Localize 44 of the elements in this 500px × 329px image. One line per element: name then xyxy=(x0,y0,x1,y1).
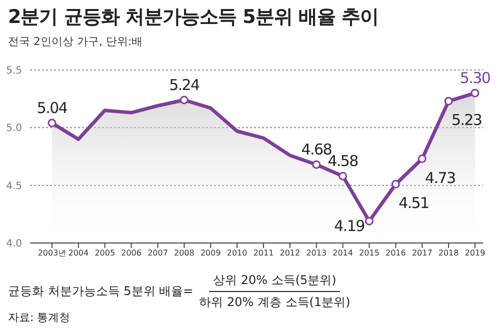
x-tick-label: 2003년 xyxy=(38,248,66,258)
data-label: 5.24 xyxy=(169,76,200,94)
text: 상위 20% 소득(5분위) xyxy=(209,272,340,292)
data-label: 4.68 xyxy=(301,140,332,159)
point xyxy=(48,118,56,128)
y-tick-label: 5.0 xyxy=(6,123,22,134)
x-tick-label: 2014 xyxy=(332,248,353,258)
point xyxy=(312,160,321,169)
text: 자료: 통계청 xyxy=(8,310,70,325)
x-tick-label: 2006 xyxy=(121,248,142,258)
x-tick-label: 2012 xyxy=(280,248,300,258)
x-tick-label: 2011 xyxy=(253,248,274,258)
x-tick-label: 2013 xyxy=(306,248,327,258)
x-tick-label: 2010 xyxy=(226,248,248,258)
y-tick-label: 4.5 xyxy=(6,180,22,192)
point xyxy=(180,96,188,104)
x-tick-label: 2008 xyxy=(174,248,194,258)
x-tick-label: 2018 xyxy=(438,248,459,258)
data-label: 5.04 xyxy=(36,99,68,118)
x-tick-label: 2007 xyxy=(148,248,168,258)
y-tick-label: 4.0 xyxy=(6,238,22,250)
point xyxy=(391,180,400,188)
data-label: 4.19 xyxy=(334,217,365,236)
point xyxy=(418,154,426,164)
x-tick-label: 2019 xyxy=(464,248,486,258)
data-label: 5.30 xyxy=(460,69,490,88)
point xyxy=(444,96,453,106)
y-tick-label: 5.5 xyxy=(6,66,22,77)
point xyxy=(470,88,480,98)
point xyxy=(338,172,348,180)
point xyxy=(365,216,374,226)
text: 균등화 처분가능소득 5분위 배율= xyxy=(8,283,194,300)
data-label: 4.73 xyxy=(425,168,456,187)
data-label: 4.51 xyxy=(398,194,430,212)
chart-title: 2분기 균등화 처분가능소득 5분위 배율 추이 xyxy=(8,5,379,30)
x-tick-label: 2004 xyxy=(68,248,89,258)
x-tick-label: 2017 xyxy=(412,248,432,258)
chart-subtitle: 전국 2인이상 가구, 단위:배 xyxy=(8,34,143,49)
x-tick-label: 2016 xyxy=(386,248,406,258)
x-tick-label: 2005 xyxy=(94,248,116,258)
data-label: 5.23 xyxy=(451,111,482,130)
x-tick-label: 2015 xyxy=(359,248,380,258)
text: 하위 20% 계층 소득(1분위) xyxy=(198,294,352,311)
x-tick-label: 2009 xyxy=(200,248,221,258)
